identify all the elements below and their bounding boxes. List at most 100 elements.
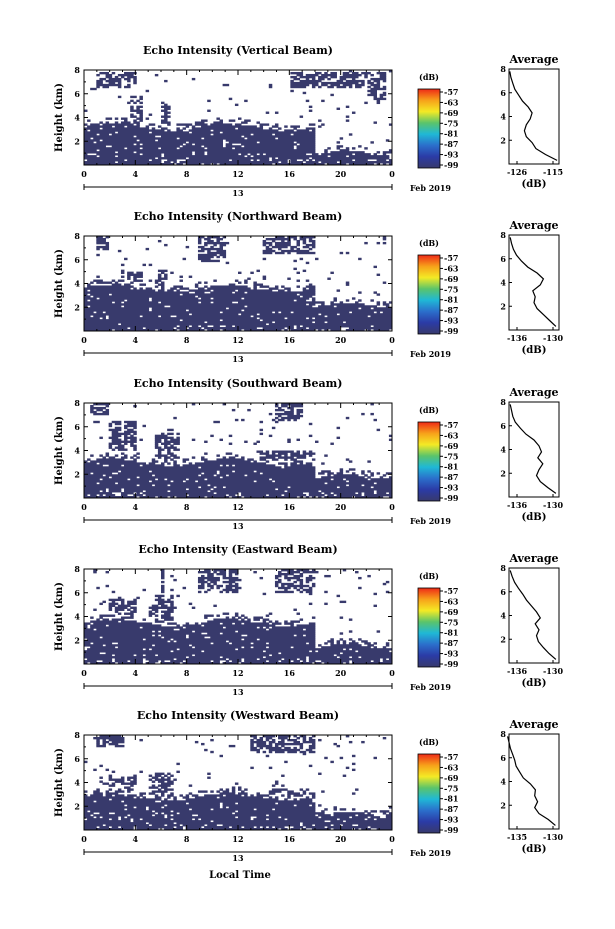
echo-cell — [296, 408, 304, 412]
echo-cell — [222, 806, 227, 809]
average-x-tick-label: -130 — [543, 500, 563, 510]
echo-cell — [157, 780, 165, 783]
echo-cell — [114, 606, 128, 609]
echo-cell — [219, 163, 273, 166]
echo-cell — [299, 496, 304, 499]
echo-cell — [213, 820, 325, 823]
echo-cell — [130, 814, 153, 817]
x-tick-label: 12 — [232, 834, 243, 844]
echo-cell — [84, 630, 153, 633]
echo-cell — [278, 802, 316, 805]
echo-cell — [308, 602, 313, 606]
echo-cell — [84, 802, 187, 805]
echo-cell — [114, 794, 125, 797]
heatmap-cells — [84, 403, 393, 499]
echo-cell — [225, 143, 233, 146]
echo-cell — [164, 458, 168, 461]
echo-cell — [278, 586, 291, 590]
echo-cell — [127, 277, 131, 280]
echo-cell — [315, 317, 393, 320]
echo-cell — [311, 582, 316, 586]
echo-cell — [299, 586, 304, 590]
echo-cell — [117, 161, 162, 164]
colorbar-tick-label: -93 — [444, 150, 459, 160]
echo-cell — [204, 237, 211, 241]
colorbar-tick-label: -75 — [444, 617, 458, 627]
echo-cell — [271, 450, 294, 453]
echo-cell — [278, 462, 288, 465]
echo-cell — [179, 329, 205, 332]
echo-cell — [379, 95, 384, 99]
y-axis-label: Height (km) — [54, 249, 65, 318]
echo-cell — [117, 95, 122, 99]
echo-cell — [124, 301, 159, 304]
average-y-tick-label: 6 — [500, 254, 506, 264]
echo-cell — [96, 236, 103, 239]
echo-cell — [388, 806, 393, 809]
echo-cell — [296, 588, 300, 592]
echo-cell — [302, 239, 307, 243]
echo-cell — [342, 83, 353, 87]
echo-cell — [194, 123, 208, 126]
echo-cell — [330, 155, 347, 158]
echo-cell — [154, 594, 165, 598]
echo-cell — [287, 317, 307, 320]
echo-cell — [194, 622, 199, 625]
echo-cell — [330, 83, 341, 87]
y-tick-label: 6 — [74, 588, 80, 598]
echo-cell — [321, 476, 365, 479]
echo-cell — [151, 780, 156, 783]
echo-cell — [207, 574, 214, 578]
echo-cell — [274, 576, 279, 580]
echo-cell — [281, 285, 285, 288]
colorbar-tick-label: -81 — [444, 462, 458, 472]
echo-cell — [96, 458, 125, 461]
echo-cell — [351, 816, 368, 819]
echo-cell — [99, 735, 122, 738]
echo-cell — [345, 329, 365, 332]
echo-cell — [259, 420, 264, 424]
echo-cell — [376, 241, 381, 245]
echo-cell — [265, 460, 270, 463]
echo-cell — [225, 616, 230, 619]
echo-cell — [148, 660, 159, 663]
echo-cell — [370, 816, 381, 819]
echo-cell — [370, 91, 377, 95]
echo-cell — [216, 255, 220, 259]
echo-cell — [293, 311, 350, 314]
echo-cell — [367, 81, 374, 85]
echo-cell — [216, 586, 220, 590]
echo-cell — [207, 153, 239, 156]
echo-cell — [311, 157, 390, 160]
echo-cell — [164, 113, 168, 116]
echo-cell — [173, 480, 183, 483]
echo-cell — [201, 458, 208, 461]
echo-cell — [311, 828, 331, 831]
echo-cell — [127, 83, 131, 87]
echo-cell — [228, 434, 233, 438]
echo-cell — [114, 608, 125, 611]
echo-cell — [161, 616, 174, 619]
heatmap-cells — [84, 236, 393, 332]
echo-cell — [382, 736, 387, 740]
echo-cell — [318, 644, 322, 647]
echo-cell — [345, 416, 350, 420]
echo-cell — [358, 291, 362, 294]
echo-cell — [361, 307, 371, 310]
average-y-tick-label: 8 — [500, 230, 506, 240]
echo-cell — [161, 569, 165, 572]
echo-cell — [244, 440, 248, 443]
echo-cell — [139, 101, 143, 105]
echo-cell — [108, 424, 113, 428]
echo-cell — [268, 434, 273, 438]
echo-cell — [364, 474, 368, 477]
colorbar-tick-label: -99 — [444, 659, 459, 669]
echo-cell — [290, 828, 300, 831]
echo-cell — [302, 738, 307, 742]
echo-cell — [222, 83, 230, 87]
echo-cell — [84, 157, 156, 160]
echo-cell — [99, 812, 110, 815]
echo-cell — [207, 109, 211, 112]
echo-cell — [281, 249, 310, 253]
average-frame — [508, 401, 560, 498]
